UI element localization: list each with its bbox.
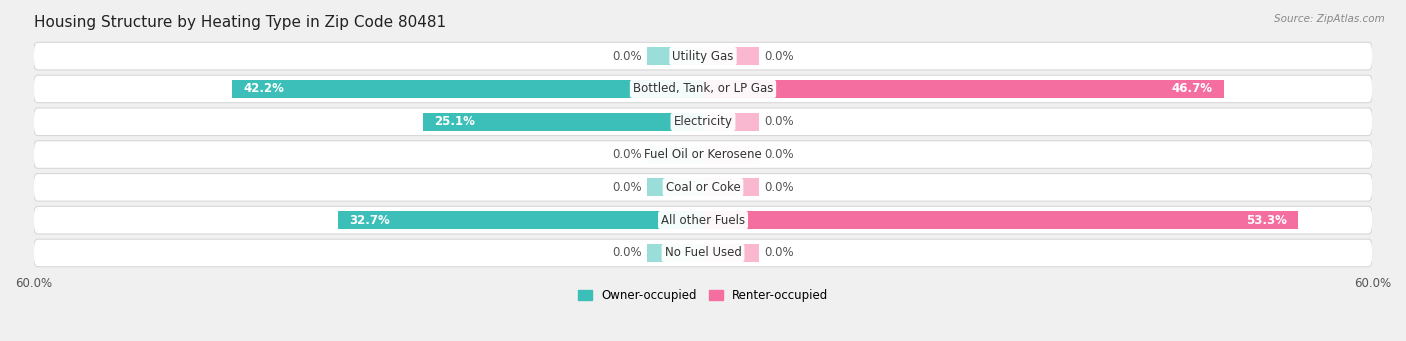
FancyBboxPatch shape	[34, 108, 1372, 135]
Text: 0.0%: 0.0%	[612, 247, 641, 260]
Text: 0.0%: 0.0%	[612, 50, 641, 63]
FancyBboxPatch shape	[34, 206, 1372, 234]
Bar	[647, 244, 703, 262]
Bar	[647, 146, 703, 164]
Bar	[703, 47, 759, 65]
Text: 0.0%: 0.0%	[765, 115, 794, 128]
Text: Coal or Coke: Coal or Coke	[665, 181, 741, 194]
Text: Electricity: Electricity	[673, 115, 733, 128]
Text: Bottled, Tank, or LP Gas: Bottled, Tank, or LP Gas	[633, 83, 773, 95]
Text: 46.7%: 46.7%	[1171, 83, 1213, 95]
Bar	[232, 80, 703, 98]
FancyBboxPatch shape	[34, 174, 1372, 201]
Text: Source: ZipAtlas.com: Source: ZipAtlas.com	[1274, 14, 1385, 24]
Text: 0.0%: 0.0%	[765, 247, 794, 260]
Text: 42.2%: 42.2%	[243, 83, 284, 95]
Text: 0.0%: 0.0%	[765, 181, 794, 194]
Bar	[703, 113, 759, 131]
Text: 0.0%: 0.0%	[612, 181, 641, 194]
FancyBboxPatch shape	[34, 141, 1372, 168]
FancyBboxPatch shape	[34, 75, 1372, 103]
Text: 0.0%: 0.0%	[765, 148, 794, 161]
Text: All other Fuels: All other Fuels	[661, 214, 745, 227]
Text: 32.7%: 32.7%	[349, 214, 389, 227]
Text: 25.1%: 25.1%	[434, 115, 475, 128]
Bar	[703, 178, 759, 196]
FancyBboxPatch shape	[34, 239, 1372, 267]
Legend: Owner-occupied, Renter-occupied: Owner-occupied, Renter-occupied	[572, 285, 834, 307]
Text: Housing Structure by Heating Type in Zip Code 80481: Housing Structure by Heating Type in Zip…	[34, 15, 446, 30]
Bar	[703, 211, 1298, 229]
Bar	[647, 47, 703, 65]
Text: Utility Gas: Utility Gas	[672, 50, 734, 63]
FancyBboxPatch shape	[34, 42, 1372, 70]
Bar	[703, 244, 759, 262]
Text: 0.0%: 0.0%	[612, 148, 641, 161]
Bar	[423, 113, 703, 131]
Bar	[339, 211, 703, 229]
Bar	[647, 178, 703, 196]
Text: No Fuel Used: No Fuel Used	[665, 247, 741, 260]
Text: Fuel Oil or Kerosene: Fuel Oil or Kerosene	[644, 148, 762, 161]
Text: 0.0%: 0.0%	[765, 50, 794, 63]
Bar	[703, 80, 1225, 98]
Bar	[703, 146, 759, 164]
Text: 53.3%: 53.3%	[1246, 214, 1286, 227]
